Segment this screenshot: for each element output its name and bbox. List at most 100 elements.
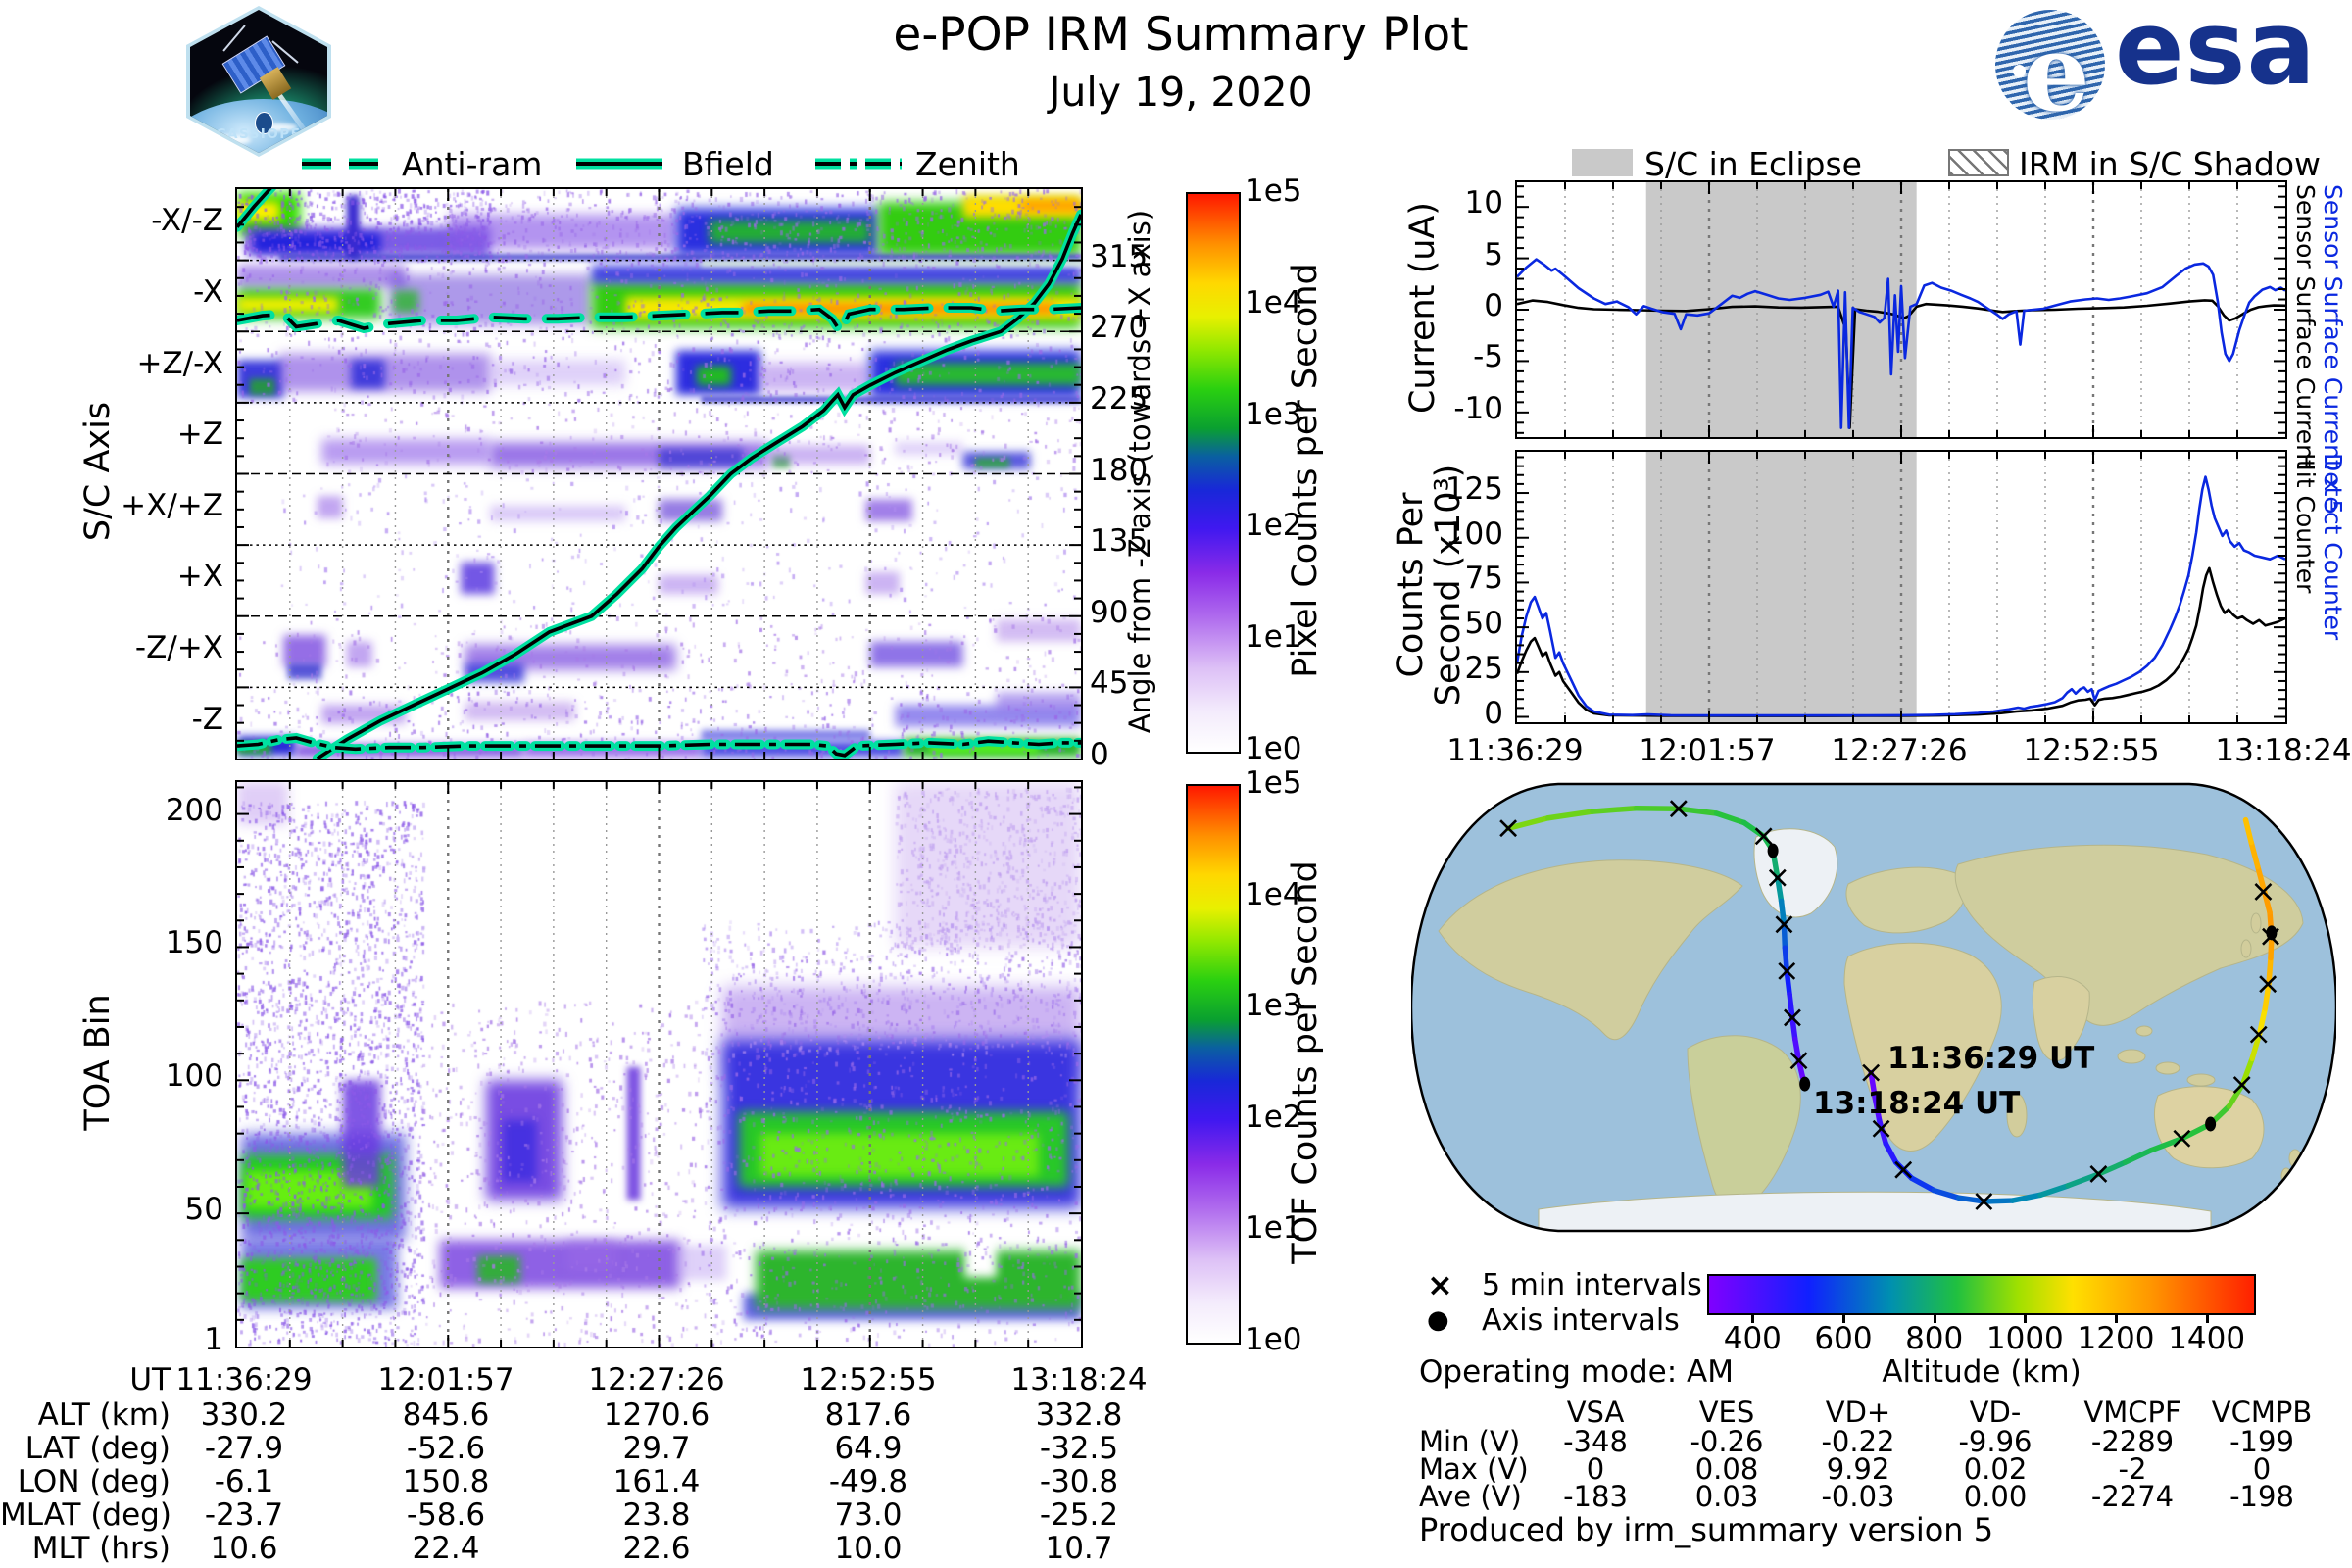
antiram-legend-label: Anti-ram: [402, 145, 543, 183]
counts-right-label-blue: Detect Counter: [2319, 453, 2347, 641]
shadow-legend-label: IRM in S/C Shadow: [2019, 145, 2322, 183]
continent-2: [1687, 1035, 1801, 1211]
eph-cell-2-0: -27.9: [204, 1431, 284, 1466]
sc-right-tick-315: 315: [1090, 238, 1149, 274]
altbar-tick-1200: 1200: [2077, 1321, 2155, 1356]
zenith-line-sample-icon: [815, 158, 902, 170]
altbar-tickmark-400: [1751, 1314, 1755, 1323]
toa-ytick-150: 150: [165, 925, 223, 961]
counts-xtick-0: 11:36:29: [1446, 733, 1584, 768]
eph-cell-0-3: 12:52:55: [800, 1362, 937, 1397]
eph-row-header-LAT (deg): LAT (deg): [24, 1431, 171, 1466]
eph-cell-4-4: -25.2: [1039, 1497, 1119, 1533]
csa-emblem: [255, 112, 273, 134]
eclipse-legend-label: S/C in Eclipse: [1644, 145, 1862, 183]
five-min-marker: [1862, 1063, 1881, 1082]
sc-right-tick-90: 90: [1090, 594, 1129, 630]
eph-row-header-ALT (km): ALT (km): [37, 1397, 171, 1433]
current-right-label-blue: Sensor Surface Current x 5: [2319, 184, 2347, 515]
five-min-marker: [1894, 1160, 1913, 1179]
volt-cell-0-2: -0.22: [1821, 1425, 1895, 1458]
five-min-marker: [1499, 819, 1518, 838]
map-end-time-label: 13:18:24 UT: [1813, 1086, 2021, 1121]
eph-cell-3-2: 161.4: [612, 1464, 701, 1499]
volt-cell-1-4: -2: [2118, 1452, 2147, 1486]
current-ytick-0: 0: [1484, 288, 1503, 323]
volt-cell-0-3: -9.96: [1958, 1425, 2033, 1458]
toa-ytick-100: 100: [165, 1058, 223, 1095]
cassiope-mission-patch: CASSIOPE: [186, 6, 331, 157]
volt-row-label-Max (V): Max (V): [1419, 1452, 1529, 1486]
volt-col-header-VES: VES: [1698, 1396, 1755, 1429]
volt-cell-0-1: -0.26: [1690, 1425, 1764, 1458]
current-ytick--5: -5: [1473, 339, 1503, 375]
eph-cell-3-1: 150.8: [402, 1464, 490, 1499]
cb1-tick-1e0: 1e0: [1245, 731, 1302, 766]
volt-cell-0-0: -348: [1563, 1425, 1628, 1458]
altitude-colorbar: [1707, 1274, 2256, 1315]
sc-band-label-2: +Z/-X: [136, 345, 223, 381]
esa-logo-text: esa: [2115, 0, 2317, 108]
altbar-tick-1000: 1000: [1985, 1321, 2064, 1356]
altbar-tick-1400: 1400: [2168, 1321, 2246, 1356]
toa-ytick-50: 50: [184, 1192, 223, 1228]
sc-right-tick-0: 0: [1090, 737, 1109, 772]
eph-cell-3-3: -49.8: [828, 1464, 908, 1499]
cb2-tick-1e5: 1e5: [1245, 765, 1302, 801]
counts-ytick-25: 25: [1464, 650, 1503, 686]
altbar-tick-400: 400: [1723, 1321, 1782, 1356]
eph-cell-1-1: 845.6: [402, 1397, 490, 1433]
tof-counts-colorbar-label: TOF Counts per Second: [1286, 860, 1325, 1264]
cb2-tick-1e0: 1e0: [1245, 1322, 1302, 1357]
counts-ytick-75: 75: [1464, 561, 1503, 597]
eph-cell-1-0: 330.2: [200, 1397, 288, 1433]
eph-row-header-UT: UT: [129, 1362, 171, 1397]
sc-axis-spectrogram: [235, 187, 1083, 760]
altbar-tick-800: 800: [1905, 1321, 1964, 1356]
cb1-tick-1e1: 1e1: [1245, 619, 1302, 656]
sc-band-label-6: -Z/+X: [134, 630, 223, 666]
produced-by-footer: Produced by irm_summary version 5: [1419, 1511, 1994, 1548]
cb2-tick-1e4: 1e4: [1245, 876, 1302, 912]
volt-row-label-Ave (V): Ave (V): [1419, 1480, 1522, 1513]
counts-xtick-4: 13:18:24: [2215, 733, 2352, 768]
counts-ytick-125: 125: [1445, 471, 1503, 508]
current-right-label-black: Sensor Surface Current: [2291, 184, 2320, 469]
toa-ytick-1: 1: [204, 1322, 223, 1358]
eclipse-swatch-icon: [1572, 149, 1633, 176]
axis-interval-marker: [2266, 925, 2278, 941]
volt-col-header-VD+: VD+: [1825, 1396, 1891, 1429]
sc-right-tick-180: 180: [1090, 452, 1149, 488]
five-min-marker: [2089, 1165, 2108, 1183]
cb1-tick-1e4: 1e4: [1245, 284, 1302, 320]
continent-6: [2032, 976, 2090, 1061]
cb2-tick-1e3: 1e3: [1245, 988, 1302, 1024]
current-plot: [1515, 180, 2287, 439]
bfield-line-sample-icon: [576, 158, 662, 170]
volt-cell-0-4: -2289: [2090, 1425, 2175, 1458]
esa-logo-star: [2013, 65, 2026, 77]
continent-0: [1438, 859, 1743, 1041]
bfield-legend-label: Bfield: [682, 145, 774, 183]
continent-3: [1845, 866, 1967, 934]
volt-cell-2-0: -183: [1563, 1480, 1628, 1513]
current-ytick--10: -10: [1453, 390, 1503, 426]
volt-col-header-VMCPF: VMCPF: [2083, 1396, 2181, 1429]
axis-interval-marker: [1767, 843, 1779, 858]
sc-right-tick-270: 270: [1090, 310, 1149, 346]
counts-xtick-3: 12:52:55: [2023, 733, 2160, 768]
eph-cell-2-4: -32.5: [1039, 1431, 1119, 1466]
eph-cell-5-1: 22.4: [412, 1531, 480, 1566]
counts-xtick-1: 12:01:57: [1639, 733, 1776, 768]
eph-cell-2-3: 64.9: [834, 1431, 903, 1466]
tof-counts-colorbar: [1186, 784, 1241, 1345]
continent-8: [1538, 1191, 2212, 1231]
volt-cell-1-3: 0.02: [1963, 1452, 2028, 1486]
eph-row-header-LON (deg): LON (deg): [17, 1464, 171, 1499]
volt-cell-2-5: -198: [2230, 1480, 2294, 1513]
volt-cell-1-2: 9.92: [1826, 1452, 1890, 1486]
antiram-line-sample-icon: [302, 158, 386, 170]
eph-cell-4-2: 23.8: [622, 1497, 691, 1533]
eph-cell-4-1: -58.6: [406, 1497, 486, 1533]
